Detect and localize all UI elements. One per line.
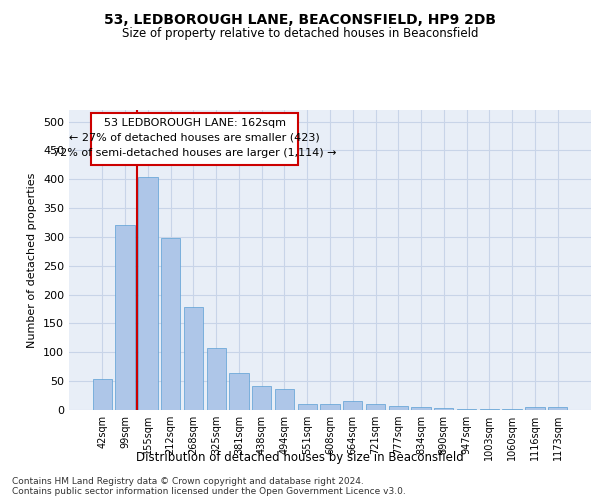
- Text: 53 LEDBOROUGH LANE: 162sqm: 53 LEDBOROUGH LANE: 162sqm: [104, 118, 286, 128]
- Bar: [412, 407, 431, 410]
- Bar: [93, 380, 112, 410]
- Bar: [115, 226, 135, 410]
- Bar: [91, 113, 298, 165]
- Bar: [275, 388, 294, 410]
- Bar: [389, 406, 408, 410]
- Bar: [206, 348, 226, 410]
- Text: Contains public sector information licensed under the Open Government Licence v3: Contains public sector information licen…: [12, 486, 406, 496]
- Text: ← 27% of detached houses are smaller (423): ← 27% of detached houses are smaller (42…: [70, 133, 320, 143]
- Y-axis label: Number of detached properties: Number of detached properties: [28, 172, 37, 348]
- Text: 53, LEDBOROUGH LANE, BEACONSFIELD, HP9 2DB: 53, LEDBOROUGH LANE, BEACONSFIELD, HP9 2…: [104, 12, 496, 26]
- Bar: [161, 238, 181, 410]
- Bar: [434, 408, 454, 410]
- Text: Contains HM Land Registry data © Crown copyright and database right 2024.: Contains HM Land Registry data © Crown c…: [12, 476, 364, 486]
- Bar: [525, 407, 545, 410]
- Bar: [343, 402, 362, 410]
- Bar: [457, 409, 476, 410]
- Text: Size of property relative to detached houses in Beaconsfield: Size of property relative to detached ho…: [122, 28, 478, 40]
- Bar: [366, 404, 385, 410]
- Bar: [298, 404, 317, 410]
- Bar: [184, 306, 203, 410]
- Bar: [229, 373, 248, 410]
- Bar: [138, 178, 158, 410]
- Text: 72% of semi-detached houses are larger (1,114) →: 72% of semi-detached houses are larger (…: [53, 148, 337, 158]
- Bar: [548, 406, 567, 410]
- Bar: [320, 404, 340, 410]
- Bar: [252, 386, 271, 410]
- Text: Distribution of detached houses by size in Beaconsfield: Distribution of detached houses by size …: [136, 451, 464, 464]
